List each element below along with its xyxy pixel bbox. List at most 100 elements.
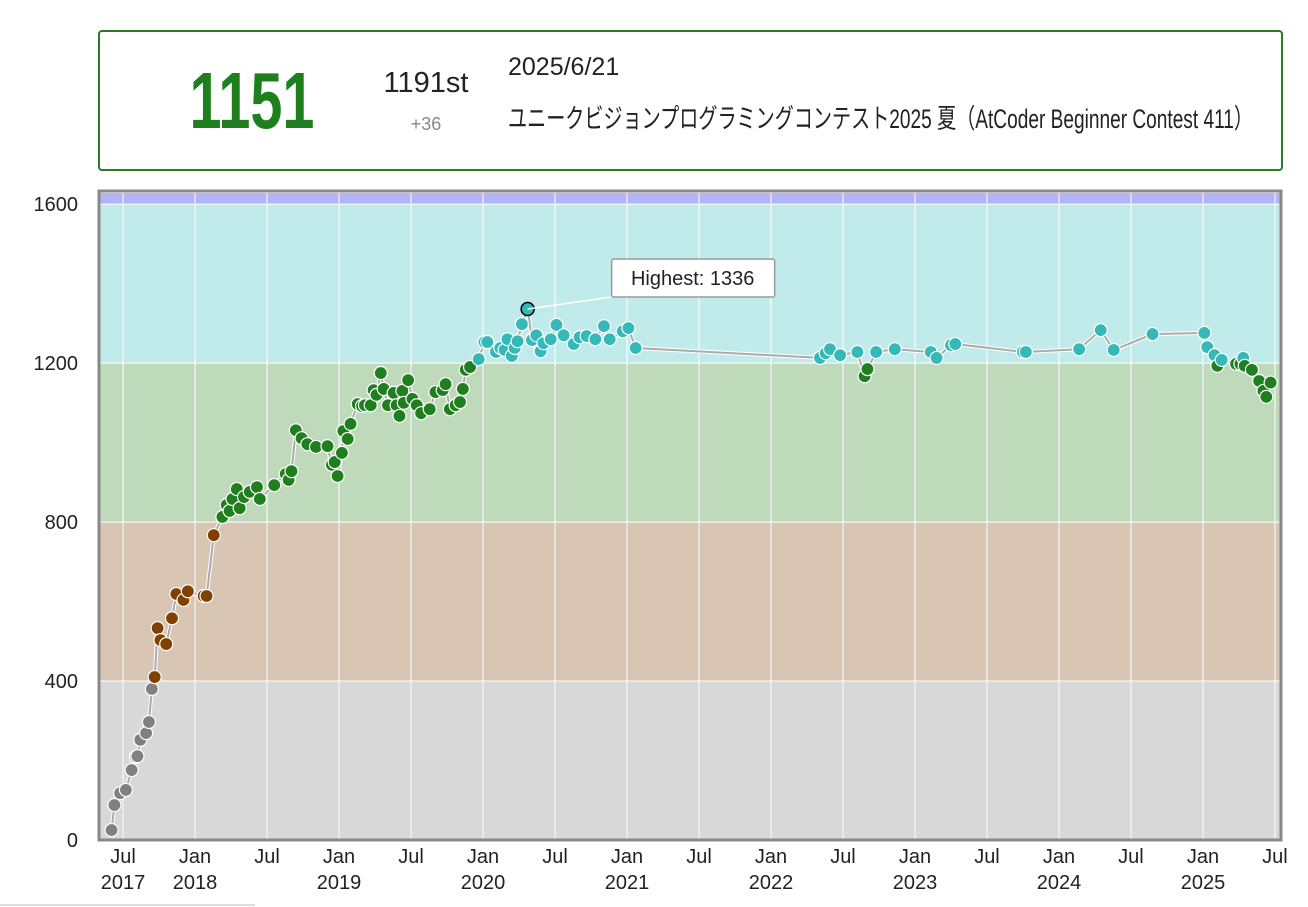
rating-point [130,749,145,764]
x-tick-year: 2018 [173,872,218,894]
x-tick-year: 2022 [749,872,794,894]
x-tick-year: 2021 [605,872,650,894]
header-box [98,30,1283,171]
rating-point [596,319,612,334]
rating-band [100,681,1280,840]
x-tick-label: Jan [611,846,643,868]
rating-point [340,431,355,447]
tooltip-text: Highest: 1336 [631,268,754,290]
tooltip-pointer [527,296,612,310]
x-tick-label: Jul [1118,846,1144,868]
x-tick-year: 2017 [101,872,146,894]
rating-point [373,365,388,381]
y-tick-label: 400 [45,671,78,693]
rating-point [343,416,358,432]
x-tick-label: Jan [179,846,211,868]
rating-point [249,479,265,495]
rating-point [1197,325,1212,340]
rating-point [392,408,407,424]
rating-diff: +36 [411,114,442,134]
x-tick-label: Jul [398,846,424,868]
x-tick-year: 2024 [1037,872,1082,894]
x-tick-label: Jan [467,846,499,868]
rating-point [124,762,139,778]
rating-point [180,584,195,599]
contest-name: ユニークビジョンプログラミングコンテスト2025 夏（AtCoder Begin… [508,104,1253,134]
rating-point [471,352,486,367]
x-tick-label: Jul [1262,846,1288,868]
rating-band [100,193,1280,205]
tooltip-box [610,258,776,298]
y-tick-label: 0 [67,830,78,852]
rating-point [510,334,525,349]
x-tick-year: 2019 [317,872,362,894]
rating-point [438,377,453,392]
x-tick-year: 2020 [461,872,506,894]
x-tick-year: 2023 [893,872,938,894]
rating-point [284,464,299,479]
x-tick-label: Jul [254,846,280,868]
rating-point [850,344,865,360]
rating-point [1018,344,1033,360]
rating-point [141,714,157,730]
x-tick-label: Jan [755,846,787,868]
x-tick-label: Jan [899,846,931,868]
rating-point [150,621,165,636]
rating-point [621,321,636,336]
rating-point [1145,326,1160,342]
rating-point [144,681,159,697]
rating-point [107,797,122,813]
rating-point [1093,323,1108,338]
rating-point [267,478,282,493]
rating-point [452,394,468,410]
x-tick-label: Jan [1187,846,1219,868]
rating-point [628,340,643,356]
rating-point [556,328,571,343]
rating-point [1259,389,1274,404]
contest-date: 2025/6/21 [508,53,619,81]
rating-point [330,468,345,484]
rating-point [833,348,848,363]
rating-point [860,361,875,377]
rating-point [929,350,944,366]
rating-point [948,336,963,352]
rating-point [1263,375,1278,390]
rating-point [104,822,119,838]
plot-frame [97,189,1283,842]
rating-point [164,611,180,626]
rating-point [549,317,564,333]
rating-point [1072,342,1087,357]
rating-point [543,332,558,347]
rating-point [401,373,416,388]
rating-point [462,359,478,375]
x-tick-label: Jul [830,846,856,868]
rating-point [480,334,495,350]
rating-point [514,317,529,332]
x-tick-label: Jan [323,846,355,868]
y-tick-label: 1600 [34,194,79,216]
rating-point [118,782,134,798]
plot: 0 400 800 1200 1600 Jul 2017 Jan 2018 Jul Jan 2019 J… [34,189,1288,894]
rating-point [147,669,162,685]
y-tick-label: 1200 [34,353,79,375]
rating-point [252,491,267,507]
rating: 1151 [190,56,315,146]
rating-point [422,402,437,417]
x-tick-label: Jul [974,846,1000,868]
rating-point [1214,352,1229,368]
rating-point [334,445,350,461]
rating-point [869,344,884,360]
x-tick-year: 2025 [1181,872,1226,894]
y-tick-label: 800 [45,512,78,534]
rating-point [588,332,603,347]
rating-point [1106,342,1121,358]
rating-point [602,332,617,347]
x-tick-label: Jul [686,846,712,868]
rating-band [100,522,1280,682]
x-tick-label: Jul [542,846,568,868]
rating-point [159,636,174,652]
rating-point [1244,362,1260,377]
rating-band [100,363,1280,523]
